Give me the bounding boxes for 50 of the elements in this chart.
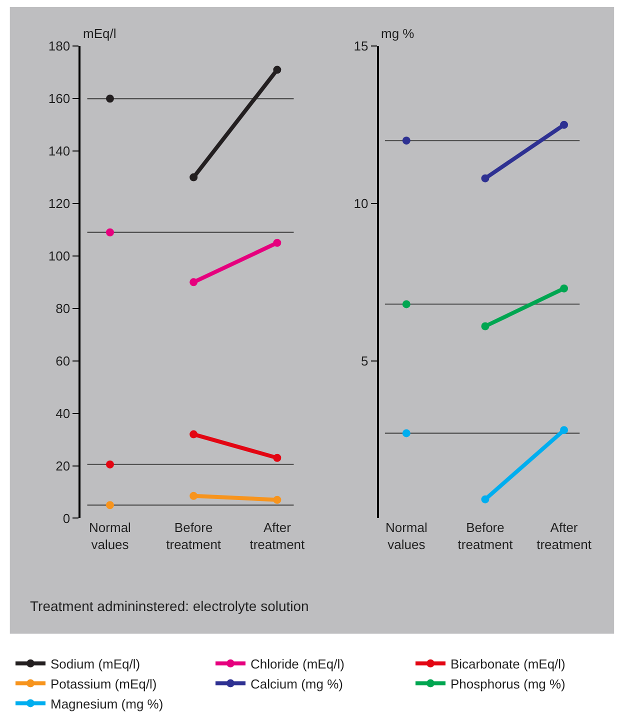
text: Treatment admininstered: electrolyte solution xyxy=(30,598,309,614)
x-tick-label: Normal values xyxy=(385,520,428,552)
x-tick-label: Normal values xyxy=(89,520,132,552)
legend-label: Bicarbonate (mEq/l) xyxy=(450,656,566,672)
point xyxy=(190,430,198,438)
legend-label: Magnesium (mg %) xyxy=(50,696,164,712)
legend-label: Calcium (mg %) xyxy=(250,676,343,692)
x-tick-label: Before treatment xyxy=(458,520,514,552)
y-tick-label: 5 xyxy=(360,353,368,368)
y-tick-label: 40 xyxy=(56,406,70,421)
point xyxy=(273,238,282,247)
point xyxy=(190,173,198,182)
point xyxy=(106,501,114,510)
point xyxy=(560,120,568,129)
point xyxy=(560,284,568,292)
y-tick-label: 120 xyxy=(48,196,70,212)
x-tick-label: After treatment xyxy=(250,520,306,552)
point xyxy=(402,429,410,438)
legend-label: Potassium (mEq/l) xyxy=(50,676,157,692)
y-tick-label: 160 xyxy=(48,91,70,106)
legend-label: Sodium (mEq/l) xyxy=(50,656,140,672)
point xyxy=(190,492,198,500)
legend-label: Chloride (mEq/l) xyxy=(250,656,344,672)
y-tick-label: 10 xyxy=(354,196,368,212)
point xyxy=(481,174,490,182)
point xyxy=(273,454,282,462)
point xyxy=(481,322,490,330)
y-tick-label: 80 xyxy=(56,300,70,316)
point xyxy=(106,228,114,236)
x-tick-label: Before treatment xyxy=(166,520,222,552)
y-tick-label: 15 xyxy=(354,38,368,54)
y-axis-title: mg % xyxy=(381,26,415,41)
point xyxy=(402,300,410,308)
y-tick-label: 20 xyxy=(56,458,70,474)
point xyxy=(560,426,568,434)
y-tick-label: 140 xyxy=(48,144,70,159)
y-tick-label: 60 xyxy=(56,353,70,368)
legend-label: Phosphorus (mg %) xyxy=(450,676,566,692)
point xyxy=(273,66,282,74)
point xyxy=(190,278,198,286)
x-tick-label: After treatment xyxy=(536,520,592,552)
y-tick-label: 180 xyxy=(48,38,70,54)
y-tick-label: 0 xyxy=(62,510,70,526)
point xyxy=(481,495,490,504)
y-tick-label: 100 xyxy=(48,248,70,264)
point xyxy=(402,136,410,145)
point xyxy=(106,94,114,103)
point xyxy=(106,460,114,468)
y-axis-title: mEq/l xyxy=(83,26,116,41)
point xyxy=(273,496,282,504)
